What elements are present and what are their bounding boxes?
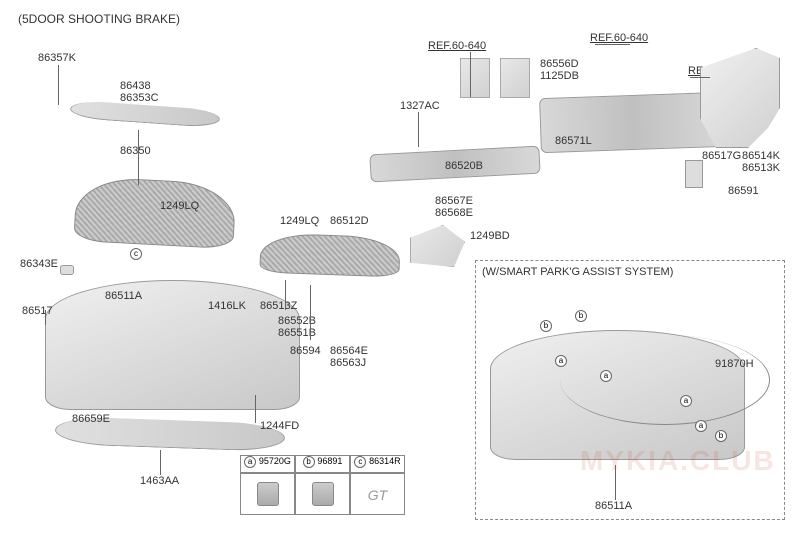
label-86343E: 86343E — [20, 258, 58, 270]
marker-a2: a — [600, 370, 612, 382]
label-86513K: 86513K — [742, 162, 780, 174]
label-86571L: 86571L — [555, 135, 592, 147]
marker-a3: a — [680, 395, 692, 407]
subtitle: (W/SMART PARK'G ASSIST SYSTEM) — [482, 266, 673, 278]
label-86556D: 86556D — [540, 58, 579, 70]
label-86517: 86517 — [22, 305, 53, 317]
legend-val-a: 95720G — [259, 456, 291, 466]
leader-line — [285, 280, 286, 310]
label-1249LQ-1: 1249LQ — [160, 200, 199, 212]
legend-header-a: a 95720G — [240, 455, 295, 473]
label-86591: 86591 — [728, 185, 759, 197]
label-ref1: REF.60-640 — [428, 40, 486, 52]
leader-line — [160, 450, 161, 475]
leader-line — [470, 52, 471, 97]
label-86567E: 86567E — [435, 195, 473, 207]
watermark: MYKIA.CLUB — [580, 445, 776, 477]
part-fender — [700, 48, 780, 148]
leader-line — [45, 310, 46, 325]
marker-b1: b — [540, 320, 552, 332]
label-86511A: 86511A — [105, 290, 142, 302]
label-86514K: 86514K — [742, 150, 780, 162]
legend-header-c: c 86314R — [350, 455, 405, 473]
leader-line — [255, 395, 256, 423]
leader-line — [595, 44, 630, 45]
sensor-icon-a — [257, 482, 279, 506]
part-side-panel — [410, 225, 465, 267]
legend-img-c: GT — [350, 473, 405, 515]
label-86357K: 86357K — [38, 52, 76, 64]
label-86563J: 86563J — [330, 357, 366, 369]
label-91870H: 91870H — [715, 358, 754, 370]
part-wire-harness — [560, 335, 770, 425]
label-86511A-2: 86511A — [595, 500, 632, 512]
label-1249BD: 1249BD — [470, 230, 510, 242]
marker-c: c — [130, 248, 142, 260]
label-86517G: 86517G — [702, 150, 741, 162]
legend-marker-b: b — [303, 456, 315, 468]
legend-val-c: 86314R — [369, 456, 401, 466]
leader-line — [690, 77, 710, 78]
label-86520B: 86520B — [445, 160, 483, 172]
marker-a4: a — [695, 420, 707, 432]
part-cap — [60, 265, 74, 275]
leader-line — [58, 65, 59, 105]
part-bracket-left — [460, 58, 490, 98]
label-1249LQ-2: 1249LQ — [280, 215, 319, 227]
label-86353C: 86353C — [120, 92, 159, 104]
sensor-icon-b — [312, 482, 334, 506]
legend-marker-c: c — [354, 456, 366, 468]
leader-line — [418, 112, 419, 147]
label-1416LK: 1416LK — [208, 300, 246, 312]
legend-val-b: 96891 — [317, 456, 342, 466]
marker-b2: b — [575, 310, 587, 322]
label-86438: 86438 — [120, 80, 151, 92]
label-86659E: 86659E — [72, 413, 110, 425]
legend-marker-a: a — [244, 456, 256, 468]
part-bracket-small — [685, 160, 703, 188]
label-ref2: REF.60-640 — [590, 32, 648, 44]
part-grille — [73, 176, 236, 249]
diagram-title: (5DOOR SHOOTING BRAKE) — [18, 12, 180, 26]
part-trim-strip — [70, 100, 221, 128]
leader-line — [310, 285, 311, 340]
part-bracket-right — [500, 58, 530, 98]
label-86513Z: 86513Z — [260, 300, 297, 312]
marker-a1: a — [555, 355, 567, 367]
label-1463AA: 1463AA — [140, 475, 179, 487]
legend-img-a — [240, 473, 295, 515]
label-86350: 86350 — [120, 145, 151, 157]
part-lower-grille — [259, 233, 400, 278]
legend-header-b: b 96891 — [295, 455, 350, 473]
gt-badge: GT — [368, 487, 387, 503]
label-86512D: 86512D — [330, 215, 369, 227]
label-86568E: 86568E — [435, 207, 473, 219]
label-1125DB: 1125DB — [540, 70, 579, 82]
legend-img-b — [295, 473, 350, 515]
label-1244FD: 1244FD — [260, 420, 299, 432]
label-86564E: 86564E — [330, 345, 368, 357]
label-1327AC: 1327AC — [400, 100, 440, 112]
label-86594: 86594 — [290, 345, 321, 357]
marker-b3: b — [715, 430, 727, 442]
leader-line — [138, 130, 139, 185]
